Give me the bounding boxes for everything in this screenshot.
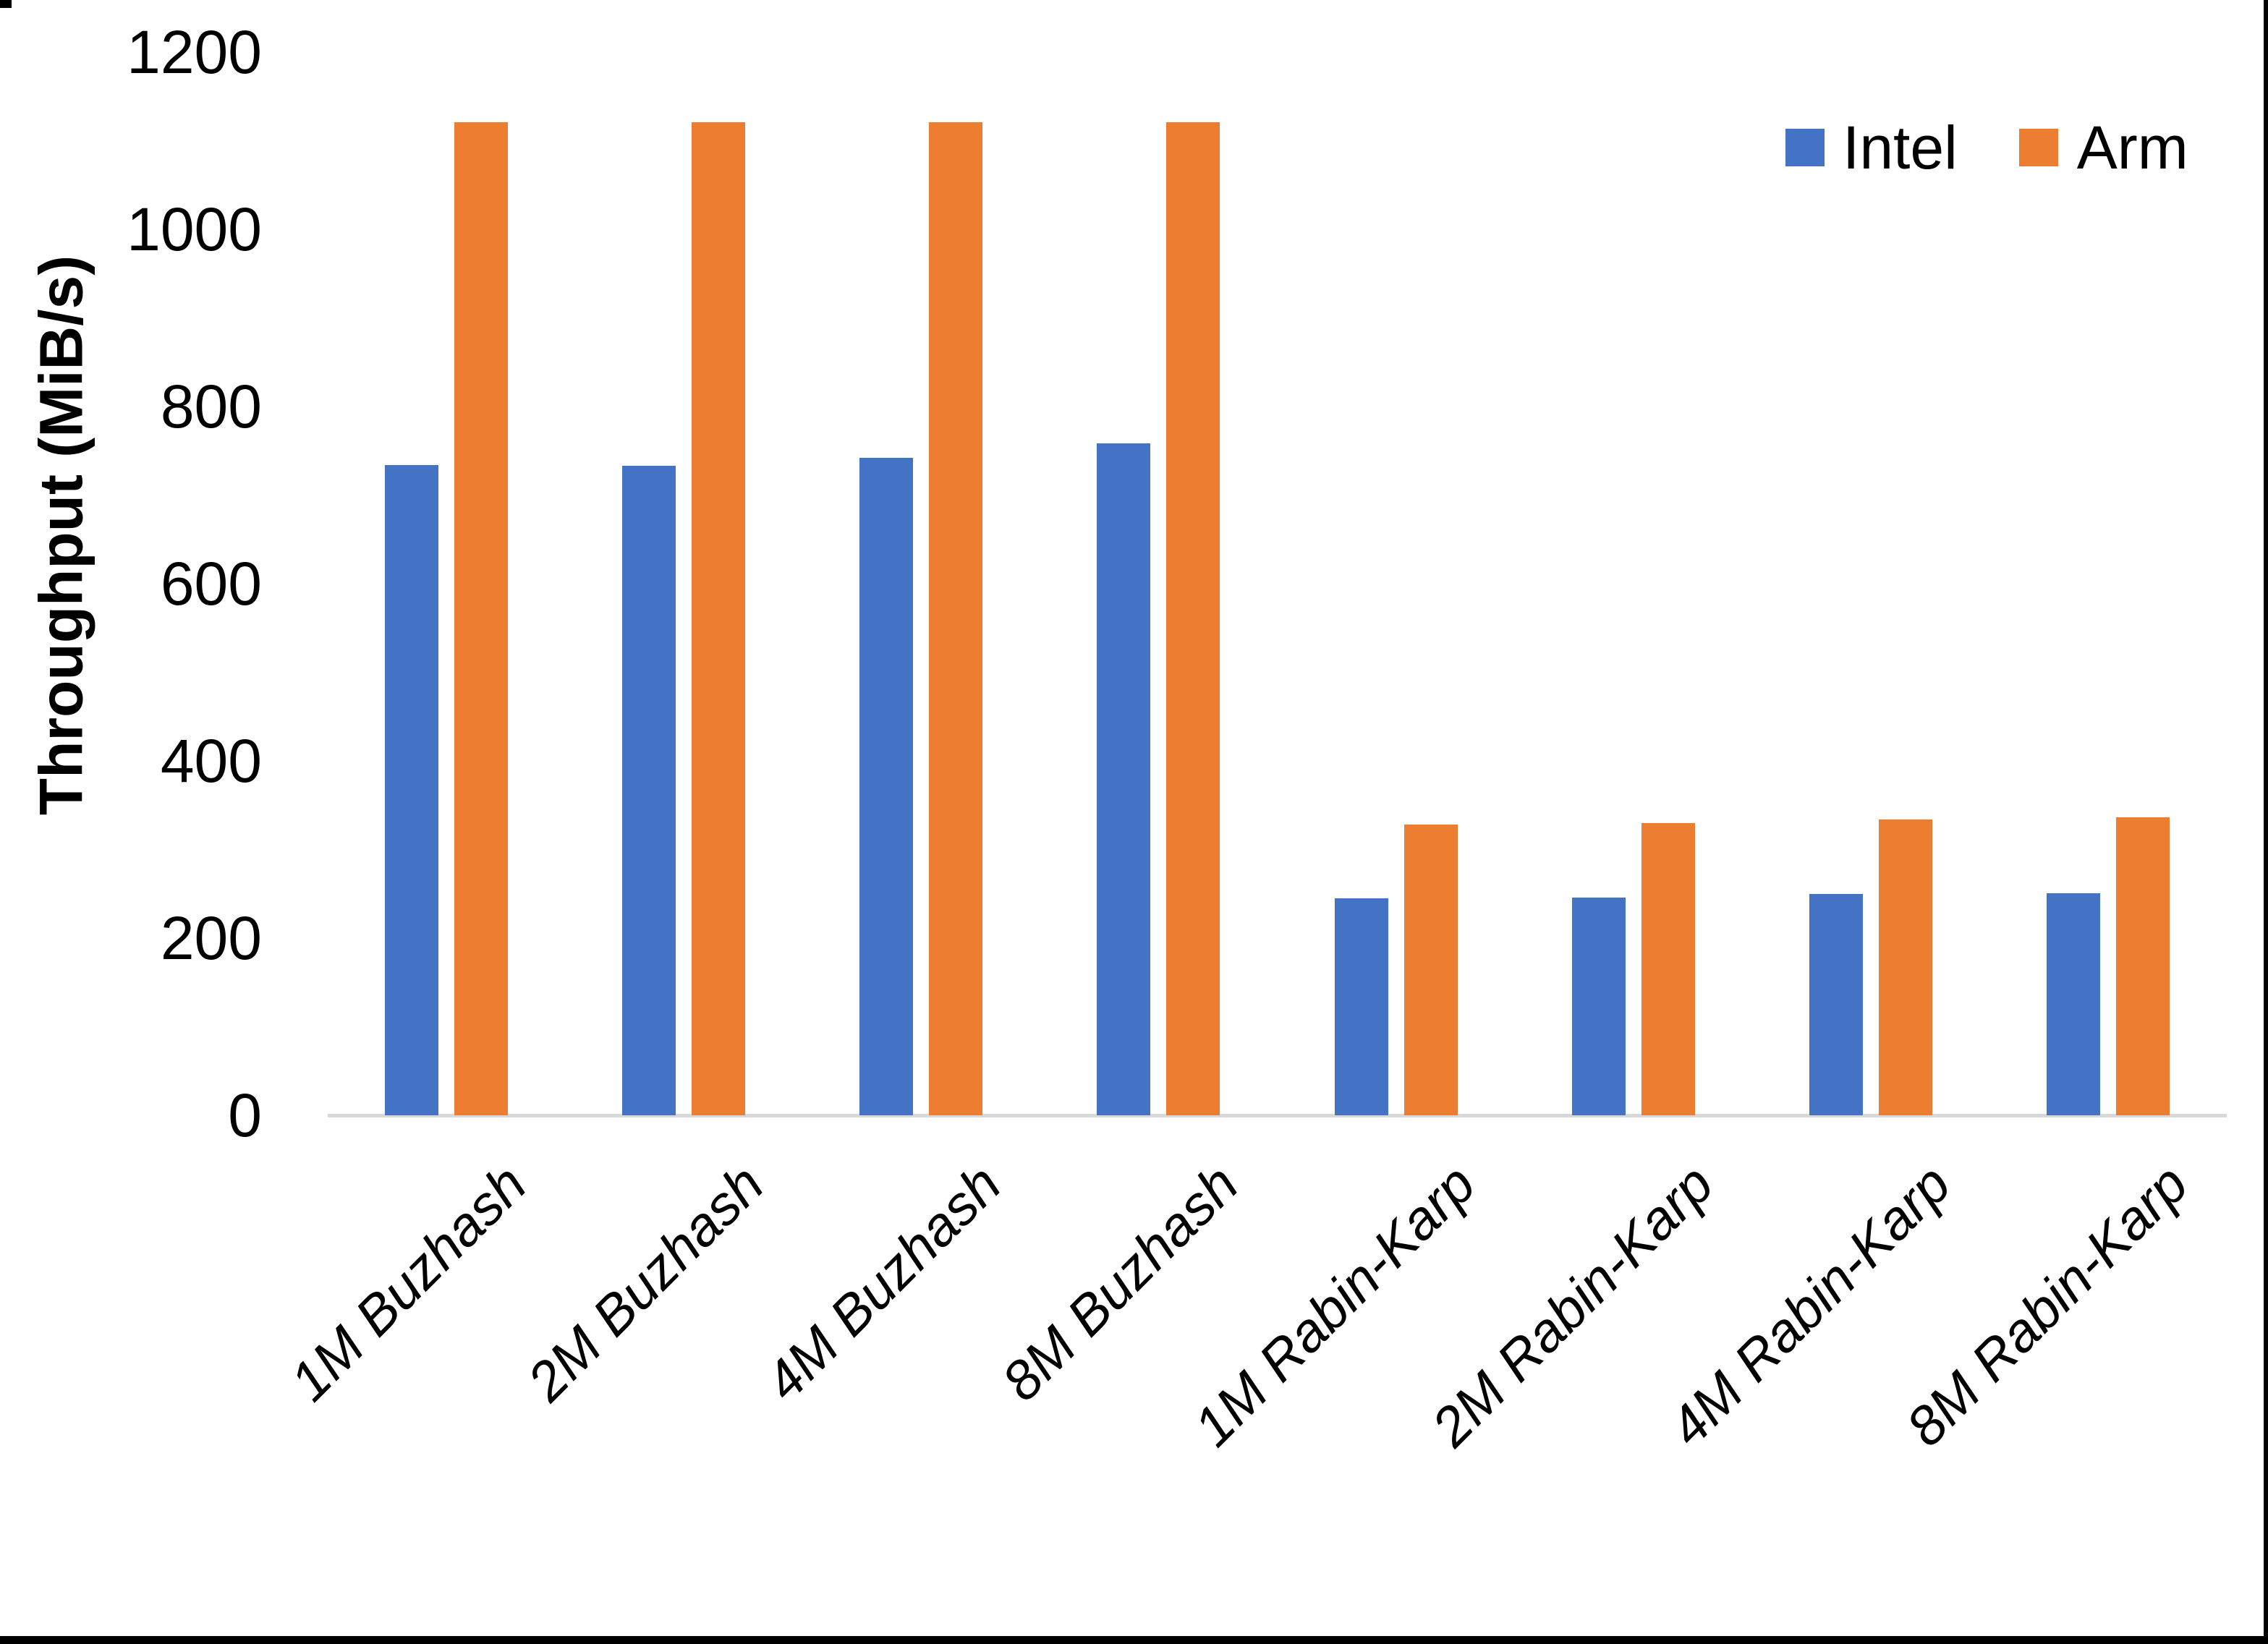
bar-intel-1m-rabin-karp [1335, 898, 1388, 1115]
bar-arm-4m-buzhash [929, 122, 982, 1115]
bar-intel-8m-rabin-karp [2047, 893, 2100, 1115]
bar-intel-8m-buzhash [1097, 443, 1150, 1115]
legend: Intel Arm [1785, 117, 2188, 178]
bar-arm-8m-buzhash [1166, 122, 1220, 1115]
y-tick-label-1200: 1200 [127, 18, 262, 86]
y-tick-label-800: 800 [160, 372, 262, 440]
bottom-frame-border [0, 1636, 2268, 1644]
legend-item-intel: Intel [1785, 117, 1958, 178]
bar-intel-2m-buzhash [622, 466, 676, 1115]
intel-legend-label: Intel [1843, 114, 1958, 182]
bar-arm-1m-rabin-karp [1404, 825, 1458, 1115]
intel-legend-swatch-icon [1785, 129, 1825, 166]
bar-arm-1m-buzhash [454, 122, 508, 1115]
bar-intel-2m-rabin-karp [1572, 898, 1626, 1115]
bar-arm-2m-rabin-karp [1641, 823, 1695, 1115]
bar-arm-2m-buzhash [692, 122, 745, 1115]
x-category-label-8m-buzhash: 8M Buzhash [990, 1153, 1251, 1413]
corner-artifact [0, 0, 12, 8]
right-frame-border [2264, 0, 2268, 1644]
bar-intel-4m-rabin-karp [1809, 894, 1863, 1115]
x-axis-line [328, 1114, 2227, 1117]
y-tick-label-600: 600 [160, 550, 262, 618]
x-category-label-2m-buzhash: 2M Buzhash [515, 1153, 776, 1413]
x-category-label-4m-buzhash: 4M Buzhash [753, 1153, 1013, 1413]
y-tick-label-400: 400 [160, 727, 262, 795]
x-category-label-1m-buzhash: 1M Buzhash [278, 1153, 538, 1413]
y-tick-label-1000: 1000 [127, 195, 262, 263]
arm-legend-label: Arm [2076, 114, 2188, 182]
legend-item-arm: Arm [2018, 114, 2188, 182]
y-tick-label-0: 0 [228, 1081, 262, 1149]
y-tick-label-200: 200 [160, 904, 262, 972]
bar-intel-4m-buzhash [859, 458, 913, 1115]
bar-arm-8m-rabin-karp [2116, 817, 2170, 1115]
bar-intel-1m-buzhash [385, 465, 438, 1115]
arm-legend-swatch-icon [2018, 129, 2058, 166]
bar-arm-4m-rabin-karp [1879, 819, 1932, 1115]
